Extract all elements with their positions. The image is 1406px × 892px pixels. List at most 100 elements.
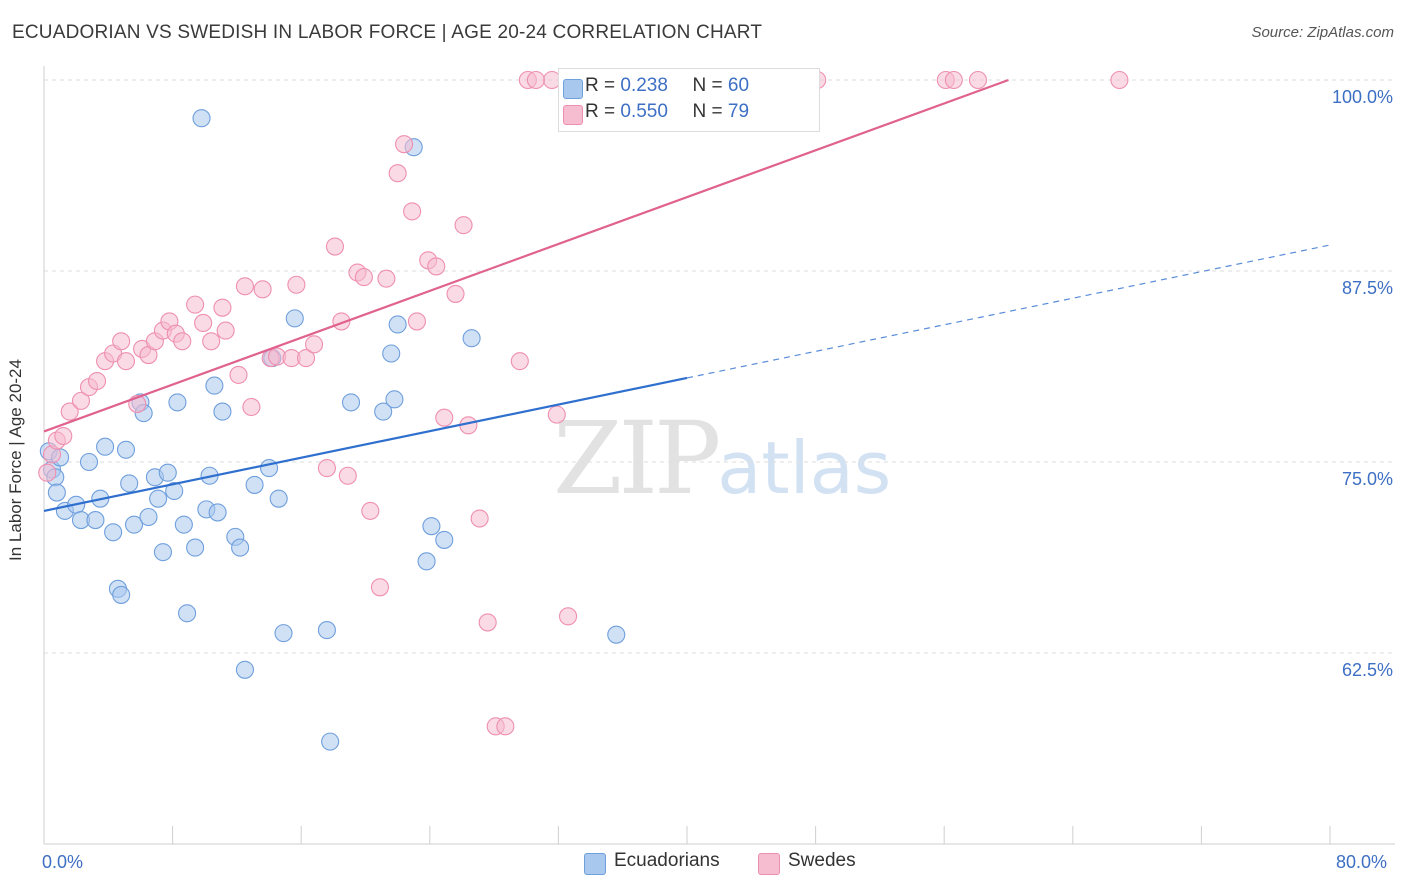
ecuadorian-point <box>231 538 250 557</box>
legend-n-label: N = <box>692 101 723 122</box>
ecuadorian-point <box>274 624 293 643</box>
swede-point <box>395 135 414 154</box>
watermark: ZIPatlas <box>553 400 891 517</box>
swede-point <box>547 405 566 424</box>
legend-swatch-blue <box>563 79 583 99</box>
swede-point <box>253 280 272 299</box>
legend-item-ecuadorians[interactable]: Ecuadorians <box>584 850 720 875</box>
legend-r-value: 0.238 <box>620 75 668 96</box>
swede-point <box>116 352 136 371</box>
swede-point <box>407 312 426 331</box>
legend-n-value: 79 <box>727 101 750 122</box>
legend-swatch-ecuadorians <box>584 853 606 875</box>
swede-point <box>202 332 221 351</box>
ecuadorian-point <box>47 483 66 502</box>
ecuadorian-point <box>104 523 123 542</box>
swede-point <box>112 332 131 351</box>
swede-point <box>526 70 545 90</box>
ecuadorian-point <box>374 402 393 421</box>
legend-n-label: N = <box>692 75 723 96</box>
ecuadorian-point <box>235 660 254 679</box>
swede-point <box>317 459 336 478</box>
ecuadorian-point <box>321 732 340 751</box>
y-tick-label-87-5: 87.5% <box>1341 278 1393 298</box>
swede-point <box>427 257 446 276</box>
swede-point <box>235 277 254 296</box>
swede-point <box>71 391 91 410</box>
swede-point <box>944 70 963 90</box>
ecuadorian-point <box>285 309 304 328</box>
swede-point <box>325 237 345 256</box>
swede-point <box>213 298 232 317</box>
swede-point <box>354 268 373 287</box>
ecuadorian-point <box>158 463 177 482</box>
swede-point <box>186 295 205 314</box>
swede-point <box>1110 70 1129 90</box>
ecuadorian-point <box>153 543 173 562</box>
swede-point <box>60 402 79 421</box>
ecuadorian-point <box>178 604 197 623</box>
swede-point <box>435 408 454 427</box>
swede-point <box>287 275 306 294</box>
swede-point <box>305 335 324 354</box>
ecuadorian-point <box>86 511 105 530</box>
ecuadorian-point <box>388 315 407 334</box>
ecuadorian-point <box>317 621 336 640</box>
y-tick-label-100: 100.0% <box>1331 87 1393 107</box>
ecuadorian-point <box>165 481 184 501</box>
legend-n-value: 60 <box>727 75 750 96</box>
swede-point <box>377 269 396 288</box>
ecuadorian-point <box>208 503 227 522</box>
x-tick-label-min: 0.0% <box>42 852 84 872</box>
ecuadorian-point <box>96 437 115 456</box>
ecuadorian-point <box>168 393 187 412</box>
ecuadorian-point <box>213 402 232 421</box>
ecuadorian-point <box>422 517 441 536</box>
ecuadorian-point <box>116 440 136 459</box>
ecuadorian-point <box>462 329 481 348</box>
swede-point <box>87 371 107 391</box>
ecuadorian-point <box>269 489 288 508</box>
swede-point <box>361 501 380 520</box>
legend-r-value: 0.550 <box>620 101 668 122</box>
ecuadorian-point <box>112 585 131 604</box>
swede-point <box>496 717 515 736</box>
swede-point <box>173 332 192 351</box>
legend-r-label: R = <box>585 101 616 122</box>
legend-r-label: R = <box>585 75 616 96</box>
swede-point <box>296 349 316 368</box>
y-axis-label: In Labor Force | Age 20-24 <box>6 359 25 561</box>
swede-point <box>510 352 529 371</box>
swede-point <box>338 466 357 485</box>
ecuadorian-point <box>385 390 404 409</box>
chart-title: ECUADORIAN VS SWEDISH IN LABOR FORCE | A… <box>12 22 763 43</box>
correlation-legend: R = 0.238 N = 60 R = 0.550 N = 79 <box>558 68 820 132</box>
x-tick-label-max: 80.0% <box>1336 852 1388 872</box>
ecuadorian-point <box>245 475 264 494</box>
watermark-zip: ZIP <box>553 400 721 517</box>
ecuadorian-point <box>139 507 158 527</box>
legend-label-ecuadorians: Ecuadorians <box>614 850 720 871</box>
ecuadorians-trend-line <box>43 376 688 512</box>
legend-label-swedes: Swedes <box>788 850 856 871</box>
swede-point <box>558 607 578 626</box>
ecuadorian-point <box>192 109 211 128</box>
ecuadorian-point <box>435 530 454 549</box>
series-legend: Ecuadorians Swedes <box>0 850 1406 878</box>
legend-swatch-swedes <box>758 853 780 875</box>
swede-point <box>194 313 213 333</box>
swede-point <box>242 397 261 417</box>
swede-point <box>38 463 57 482</box>
swede-point <box>968 70 988 90</box>
ecuadorian-point <box>186 538 205 557</box>
legend-row-swedes: R = 0.550 N = 79 <box>563 101 750 127</box>
swede-point <box>454 216 473 235</box>
source-label: Source: ZipAtlas.com <box>1251 24 1394 41</box>
swede-point <box>229 365 248 384</box>
y-tick-label-62-5: 62.5% <box>1341 660 1393 680</box>
swede-point <box>388 164 407 183</box>
legend-swatch-pink <box>563 105 583 125</box>
legend-item-swedes[interactable]: Swedes <box>758 850 856 875</box>
swede-point <box>446 284 465 303</box>
